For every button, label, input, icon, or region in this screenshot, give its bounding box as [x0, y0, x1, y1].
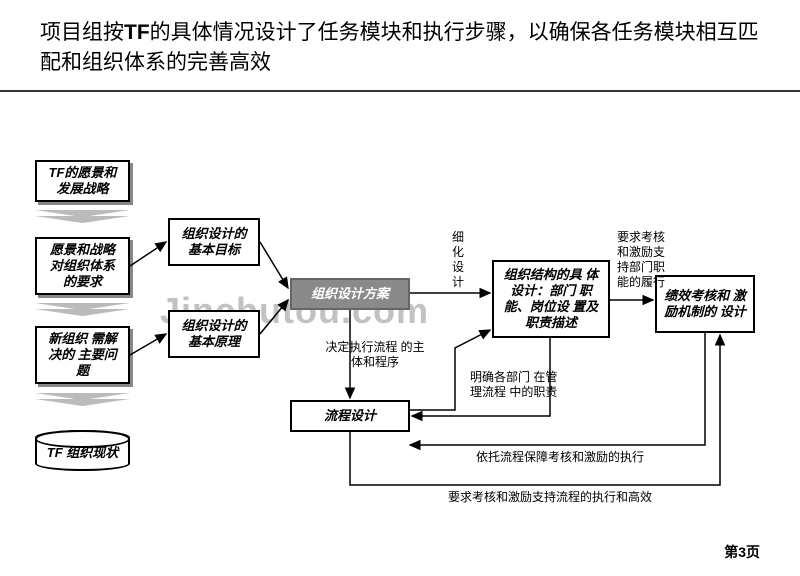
label-decide-flow: 决定执行流程 的主体和程序 — [320, 340, 430, 370]
node-design-principle: 组织设计的 基本原理 — [168, 310, 260, 358]
node-design-scheme: 组织设计方案 — [290, 278, 410, 310]
node-vision-strategy: TF的愿景和 发展战略 — [35, 160, 130, 202]
title-pre: 项目组按 — [40, 21, 124, 44]
chevron-down-icon — [35, 303, 130, 317]
label-require-flow: 要求考核和激励支持流程的执行和高效 — [400, 490, 700, 505]
node-vision-requirements: 愿景和战略 对组织体系 的要求 — [35, 237, 130, 295]
label-require-support: 要求考核 和激励支 持部门职 能的履行 — [617, 230, 677, 290]
label-clarify-dept: 明确各部门 在管理流程 中的职责 — [470, 370, 560, 400]
node-main-problems: 新组织 需解决的 主要问题 — [35, 326, 130, 384]
title-divider — [0, 90, 800, 92]
page-number: 第3页 — [724, 542, 760, 562]
node-process-design: 流程设计 — [290, 400, 410, 432]
title-tf: TF — [124, 21, 150, 44]
node-design-goal: 组织设计的 基本目标 — [168, 218, 260, 266]
node-structure-detail: 组织结构的具 体设计：部门 职能、岗位设 置及职责描述 — [492, 260, 610, 338]
label-ensure-exec: 依托流程保障考核和激励的执行 — [430, 450, 690, 465]
node-current-state-db: TF 组织现状 — [35, 430, 130, 471]
slide-title: 项目组按TF的具体情况设计了任务模块和执行步骤，以确保各任务模块相互匹配和组织体… — [40, 18, 760, 79]
chevron-down-icon — [35, 210, 130, 224]
chevron-down-icon — [35, 393, 130, 407]
label-refine-design: 细 化 设 计 — [450, 230, 466, 290]
